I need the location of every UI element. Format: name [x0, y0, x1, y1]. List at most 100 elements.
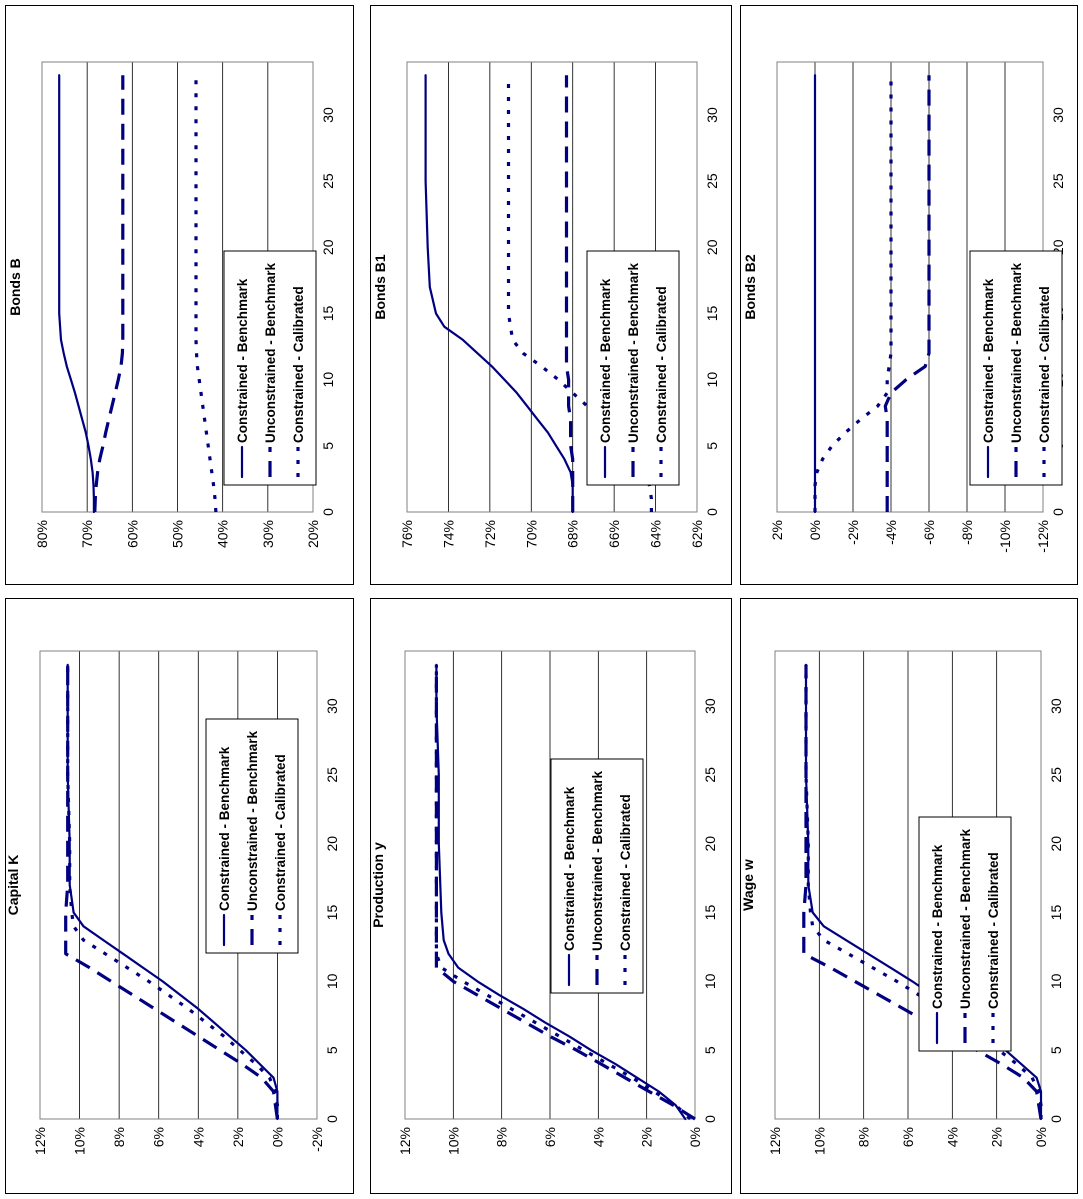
x-tick-label: 30 — [324, 698, 340, 714]
y-tick-label: 60% — [124, 520, 140, 548]
x-tick-label: 10 — [1048, 973, 1064, 989]
y-tick-label: -12% — [1035, 520, 1051, 553]
y-tick-label: 12% — [767, 1127, 783, 1155]
y-tick-label: 2% — [769, 520, 785, 540]
x-tick-label: 30 — [1050, 107, 1066, 123]
x-tick-label: 15 — [702, 905, 718, 921]
wage-chart-svg: 0% 2% 4% 6% 8% 10% 12% 0 5 10 15 20 25 30 Wage w Constr… — [741, 650, 1064, 1155]
y-tick-label: 6% — [542, 1127, 558, 1147]
legend: Constrained - Benchmark Unconstrained - B… — [550, 758, 644, 994]
x-tick-label: 5 — [320, 442, 336, 450]
series-line-dot — [804, 664, 1043, 1119]
legend-label: Unconstrained - Benchmark — [263, 262, 278, 443]
legend-label: Constrained - Benchmark — [981, 278, 996, 443]
legend-label: Unconstrained - Benchmark — [590, 770, 605, 951]
legend-label: Constrained - Calibrated — [654, 286, 669, 443]
bonds-b2-chart-panel: -12%-10%-8%-6%-4%-2%0%2%051015202530Bond… — [740, 5, 1078, 585]
legend-label: Constrained - Calibrated — [1037, 286, 1052, 443]
chart-title: Wage w — [741, 859, 756, 911]
y-tick-label: -10% — [997, 520, 1013, 553]
legend-label: Constrained - Benchmark — [562, 786, 577, 951]
wage-w-chart-panel: 0% 2% 4% 6% 8% 10% 12% 0 5 10 15 20 25 30 Wage w Constr… — [740, 598, 1078, 1194]
y-tick-label: 20% — [305, 520, 321, 548]
y-tick-label: -2% — [309, 1127, 325, 1152]
legend: Constrained - Benchmark Unconstrained - B… — [205, 718, 299, 954]
x-tick-label: 30 — [702, 698, 718, 714]
legend-label: Constrained - Calibrated — [291, 286, 306, 443]
legend-label: Constrained - Calibrated — [986, 852, 1001, 1009]
y-tick-label: -6% — [921, 520, 937, 545]
x-tick-label: 20 — [704, 239, 720, 255]
y-tick-label: 30% — [260, 520, 276, 548]
x-tick-label: 15 — [704, 305, 720, 321]
legend: Constrained - Benchmark Unconstrained - B… — [969, 250, 1063, 486]
y-tick-label: 74% — [440, 520, 456, 548]
x-tick-label: 25 — [1050, 173, 1066, 189]
plot-area — [39, 650, 318, 1120]
legend-label: Constrained - Calibrated — [618, 794, 633, 951]
legend-label: Constrained - Benchmark — [217, 746, 232, 911]
production-y-chart-panel: 0% 2% 4% 6% 8% 10% 12% 0 5 10 15 20 25 30 Production y… — [370, 598, 732, 1194]
plot-area — [774, 650, 1042, 1120]
x-tick-label: 15 — [324, 905, 340, 921]
y-tick-label: 66% — [606, 520, 622, 548]
y-tick-label: 10% — [72, 1127, 88, 1155]
y-tick-label: -2% — [845, 520, 861, 545]
x-tick-label: 30 — [320, 107, 336, 123]
series-line-dash — [64, 664, 279, 1120]
y-tick-label: 4% — [944, 1127, 960, 1147]
x-tick-label: 15 — [320, 305, 336, 321]
y-tick-label: 2% — [230, 1127, 246, 1147]
y-tick-label: 0% — [1033, 1127, 1049, 1147]
bondsB2-chart-svg: -12%-10%-8%-6%-4%-2%0%2%051015202530Bond… — [742, 61, 1066, 553]
x-tick-label: 0 — [1048, 1115, 1064, 1123]
legend-label: Unconstrained - Benchmark — [626, 262, 641, 443]
y-tick-label: 40% — [215, 520, 231, 548]
y-tick-label: 68% — [565, 520, 581, 548]
x-tick-label: 5 — [324, 1046, 340, 1054]
x-tick-label: 10 — [320, 372, 336, 388]
x-tick-label: 20 — [320, 239, 336, 255]
y-tick-label: 72% — [482, 520, 498, 548]
y-tick-label: 4% — [590, 1127, 606, 1147]
series-line-dash — [93, 75, 125, 513]
bonds-b1-chart-panel: 62% 64% 66% 68% 70% 72% 74% 76% 0 5 10 15 20 25 30 Bond… — [370, 5, 732, 585]
x-tick-label: 25 — [702, 767, 718, 783]
bonds-b-chart-panel: 20% 30% 40% 50% 60% 70% 80% 0 5 10 15 20 25 30 Bonds B… — [5, 5, 354, 585]
x-tick-label: 10 — [704, 372, 720, 388]
series-line-solid — [58, 74, 96, 514]
chart-title: Bonds B2 — [742, 254, 758, 320]
legend-label: Constrained - Benchmark — [598, 278, 613, 443]
series-line-solid — [804, 663, 1043, 1121]
y-tick-label: 2% — [989, 1127, 1005, 1147]
series-line-dash — [883, 75, 931, 512]
x-tick-label: 25 — [320, 173, 336, 189]
y-tick-label: 70% — [523, 520, 539, 548]
capital-k-chart-panel: -2% 0% 2% 4% 6% 8% 10% 12% 0 5 10 15 20 25 30 Capital K… — [5, 598, 354, 1194]
series-line-solid — [424, 74, 574, 514]
chart-title: Bonds B — [7, 258, 23, 316]
y-tick-label: 6% — [151, 1127, 167, 1147]
x-tick-label: 15 — [1048, 905, 1064, 921]
series-line-dot — [194, 75, 218, 513]
legend-label: Constrained - Benchmark — [930, 844, 945, 1009]
x-tick-label: 30 — [704, 107, 720, 123]
y-tick-label: 10% — [811, 1127, 827, 1155]
y-tick-label: 8% — [856, 1127, 872, 1147]
plot-area — [404, 650, 696, 1120]
production-chart-svg: 0% 2% 4% 6% 8% 10% 12% 0 5 10 15 20 25 30 Production y… — [371, 650, 718, 1155]
series-line-dash — [434, 664, 696, 1121]
x-tick-label: 10 — [702, 973, 718, 989]
x-tick-label: 0 — [1050, 508, 1066, 516]
y-tick-label: -4% — [883, 520, 899, 545]
x-tick-label: 20 — [1048, 836, 1064, 852]
x-tick-label: 0 — [324, 1115, 340, 1123]
y-tick-label: 2% — [639, 1127, 655, 1147]
y-tick-label: 50% — [170, 520, 186, 548]
legend-label: Constrained - Benchmark — [235, 278, 250, 443]
y-tick-label: 12% — [397, 1127, 413, 1155]
legend: Constrained - Benchmark Unconstrained - B… — [918, 816, 1012, 1052]
x-tick-label: 25 — [1048, 767, 1064, 783]
legend: Constrained - Benchmark Unconstrained - B… — [586, 250, 680, 486]
chart-title: Bonds B1 — [372, 254, 388, 320]
